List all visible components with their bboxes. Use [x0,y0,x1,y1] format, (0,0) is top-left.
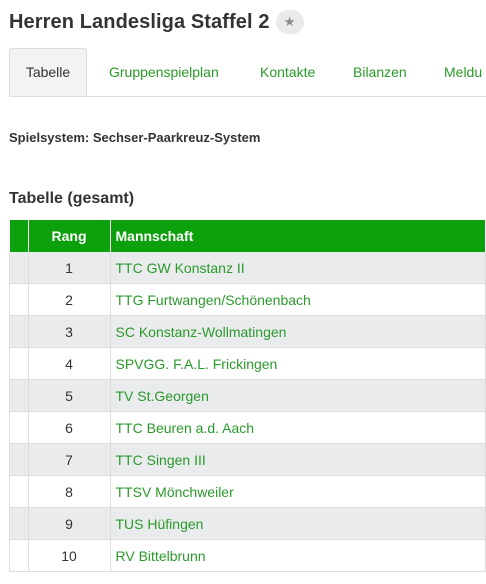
row-marker [9,475,29,508]
tab-gruppenspielplan[interactable]: Gruppenspielplan [109,64,219,80]
row-marker [9,283,29,316]
team-link[interactable]: TTG Furtwangen/Schönenbach [110,283,486,316]
favorite-button[interactable]: ★ [275,10,304,34]
star-icon: ★ [283,14,296,29]
table-row: 3 SC Konstanz-Wollmatingen [9,315,486,348]
header-team[interactable]: Mannschaft [110,220,486,252]
table-header-row: Rang Mannschaft [9,220,486,252]
rank-cell: 10 [28,539,111,572]
table-row: 7 TTC Singen III [9,443,486,476]
header-marker-cell [9,220,29,252]
team-link[interactable]: SC Konstanz-Wollmatingen [110,315,486,348]
row-marker [9,443,29,476]
game-system-label: Spielsystem: Sechser-Paarkreuz-System [9,130,261,145]
row-marker [9,507,29,540]
rank-cell: 5 [28,379,111,412]
table-row: 2 TTG Furtwangen/Schönenbach [9,283,486,316]
team-link[interactable]: TV St.Georgen [110,379,486,412]
table-row: 9 TUS Hüfingen [9,507,486,540]
tab-bilanzen[interactable]: Bilanzen [353,64,407,80]
team-link[interactable]: TUS Hüfingen [110,507,486,540]
table-row: 6 TTC Beuren a.d. Aach [9,411,486,444]
tab-meldungen[interactable]: Meldu [444,64,483,80]
tab-bar: Tabelle Gruppenspielplan Kontakte Bilanz… [9,48,486,97]
row-marker [9,539,29,572]
header-rank[interactable]: Rang [28,220,111,252]
team-link[interactable]: TTSV Mönchweiler [110,475,486,508]
table-row: 5 TV St.Georgen [9,379,486,412]
team-link[interactable]: TTC GW Konstanz II [110,252,486,284]
row-marker [9,252,29,284]
row-marker [9,347,29,380]
page-title: Herren Landesliga Staffel 2 [9,10,270,33]
section-title: Tabelle (gesamt) [9,190,135,207]
table-row: 4 SPVGG. F.A.L. Frickingen [9,347,486,380]
rank-cell: 4 [28,347,111,380]
team-link[interactable]: RV Bittelbrunn [110,539,486,572]
team-link[interactable]: SPVGG. F.A.L. Frickingen [110,347,486,380]
table-row: 8 TTSV Mönchweiler [9,475,486,508]
rank-cell: 8 [28,475,111,508]
team-link[interactable]: TTC Singen III [110,443,486,476]
rank-cell: 1 [28,252,111,284]
row-marker [9,379,29,412]
tab-kontakte[interactable]: Kontakte [260,64,316,80]
rank-cell: 2 [28,283,111,316]
tab-tabelle[interactable]: Tabelle [9,48,87,96]
standings-table: Rang Mannschaft 1 TTC GW Konstanz II 2 T… [9,220,486,572]
table-row: 1 TTC GW Konstanz II [9,252,486,284]
rank-cell: 6 [28,411,111,444]
rank-cell: 9 [28,507,111,540]
table-row: 10 RV Bittelbrunn [9,539,486,572]
team-link[interactable]: TTC Beuren a.d. Aach [110,411,486,444]
row-marker [9,315,29,348]
title-row: Herren Landesliga Staffel 2 ★ [9,10,304,34]
rank-cell: 3 [28,315,111,348]
rank-cell: 7 [28,443,111,476]
row-marker [9,411,29,444]
